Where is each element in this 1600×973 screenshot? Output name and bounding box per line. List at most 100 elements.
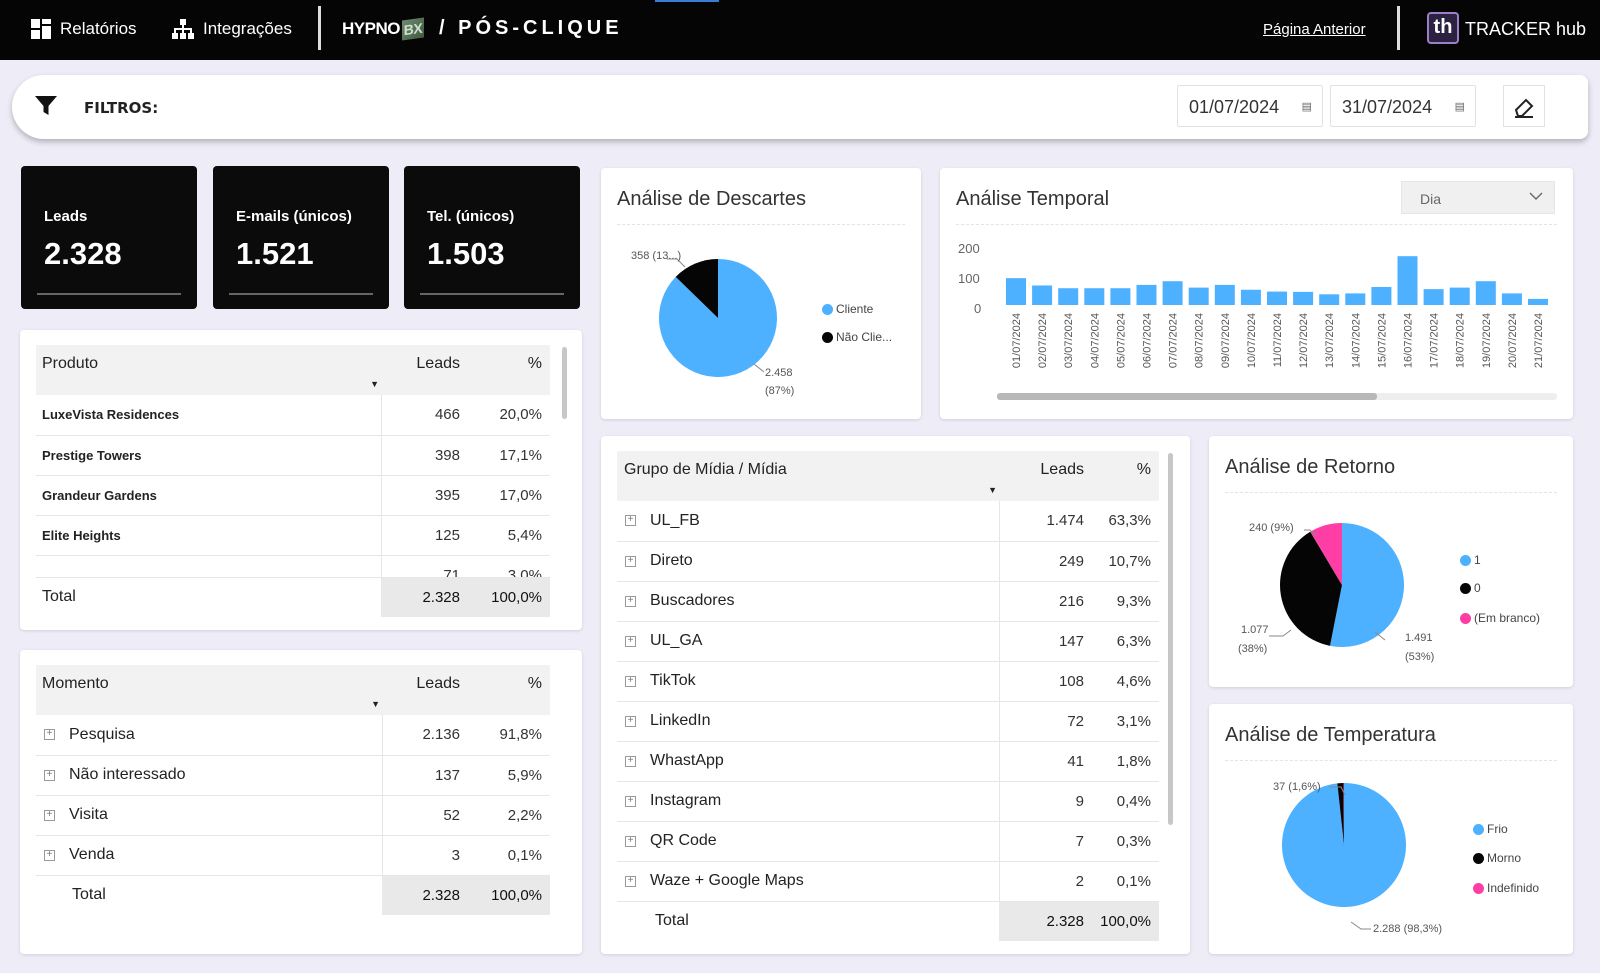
- bar[interactable]: [1188, 287, 1209, 305]
- table-row[interactable]: + Direto 249 10,7%: [617, 541, 1159, 582]
- expand-icon[interactable]: +: [625, 635, 636, 647]
- end-date-input[interactable]: 31/07/2024 ▤: [1330, 85, 1476, 127]
- expand-icon[interactable]: +: [44, 809, 55, 821]
- bar[interactable]: [1293, 291, 1314, 305]
- expand-icon[interactable]: +: [44, 769, 55, 781]
- expand-icon[interactable]: +: [625, 675, 636, 687]
- table-row[interactable]: + WhastApp 41 1,8%: [617, 741, 1159, 782]
- legend-item[interactable]: (Em branco): [1460, 611, 1540, 625]
- bar[interactable]: [1345, 293, 1366, 305]
- column-header-momento[interactable]: Momento ▼: [36, 665, 382, 715]
- table-row[interactable]: Grandeur Gardens 395 17,0%: [36, 475, 550, 516]
- table-row[interactable]: + Buscadores 216 9,3%: [617, 581, 1159, 622]
- column-header-pct[interactable]: %: [1092, 451, 1159, 501]
- column-header-pct[interactable]: %: [468, 345, 550, 395]
- pie-slice[interactable]: [1330, 523, 1404, 647]
- bar[interactable]: [1475, 281, 1496, 305]
- bar[interactable]: [1528, 298, 1548, 305]
- bar[interactable]: [1371, 287, 1392, 305]
- bar[interactable]: [1032, 285, 1053, 305]
- expand-icon[interactable]: +: [625, 555, 636, 567]
- column-header-produto[interactable]: Produto ▼: [36, 345, 381, 395]
- legend-item[interactable]: Morno: [1473, 851, 1521, 865]
- table-row[interactable]: + Visita 52 2,2%: [36, 795, 550, 836]
- row-leads: 72: [998, 701, 1092, 742]
- bar[interactable]: [1214, 284, 1235, 305]
- legend-item[interactable]: 0: [1460, 581, 1481, 595]
- sort-desc-icon[interactable]: ▼: [370, 379, 379, 389]
- expand-icon[interactable]: +: [625, 835, 636, 847]
- column-header-pct[interactable]: %: [468, 665, 550, 715]
- bar[interactable]: [1058, 288, 1079, 305]
- nav-reports-label: Relatórios: [60, 19, 137, 38]
- legend-item[interactable]: 1: [1460, 553, 1481, 567]
- column-header-leads[interactable]: Leads: [382, 665, 468, 715]
- expand-icon[interactable]: +: [625, 515, 636, 527]
- legend-item[interactable]: Cliente: [822, 302, 873, 316]
- expand-icon[interactable]: +: [625, 595, 636, 607]
- table-row[interactable]: + Pesquisa 2.136 91,8%: [36, 715, 550, 756]
- bar[interactable]: [1319, 294, 1340, 305]
- sort-desc-icon[interactable]: ▼: [371, 699, 380, 709]
- column-header-leads[interactable]: Leads: [999, 451, 1092, 501]
- table-row[interactable]: + Instagram 9 0,4%: [617, 781, 1159, 822]
- total-label: Total: [655, 912, 689, 930]
- vertical-scrollbar[interactable]: [562, 347, 567, 419]
- expand-icon[interactable]: +: [625, 795, 636, 807]
- pie-slice[interactable]: [675, 259, 718, 318]
- column-header-midia[interactable]: Grupo de Mídia / Mídia ▼: [617, 451, 999, 501]
- clear-filters-button[interactable]: [1503, 85, 1545, 127]
- table-row[interactable]: + QR Code 7 0,3%: [617, 821, 1159, 862]
- bar[interactable]: [1136, 284, 1157, 305]
- vertical-scrollbar[interactable]: [1168, 453, 1173, 825]
- bar[interactable]: [1006, 278, 1026, 305]
- table-row[interactable]: LuxeVista Residences 466 20,0%: [36, 395, 550, 436]
- expand-icon[interactable]: +: [625, 755, 636, 767]
- bar[interactable]: [1397, 256, 1418, 305]
- total-pct: 100,0%: [468, 875, 550, 915]
- nav-integrations[interactable]: Integrações: [171, 18, 292, 40]
- table-header-row: Grupo de Mídia / Mídia ▼ Leads %: [617, 451, 1159, 501]
- pie-slice[interactable]: [1343, 783, 1344, 845]
- nav-reports[interactable]: Relatórios: [30, 18, 137, 40]
- calendar-icon[interactable]: ▤: [1301, 101, 1312, 113]
- table-row[interactable]: + UL_FB 1.474 63,3%: [617, 501, 1159, 542]
- bar[interactable]: [1110, 288, 1131, 305]
- bar[interactable]: [1449, 287, 1470, 305]
- table-row[interactable]: + UL_GA 147 6,3%: [617, 621, 1159, 662]
- panel-title: Análise de Temperatura: [1225, 724, 1436, 746]
- bar[interactable]: [1267, 291, 1287, 305]
- legend-item[interactable]: Não Clie...: [822, 330, 892, 344]
- table-row[interactable]: + LinkedIn 72 3,1%: [617, 701, 1159, 742]
- expand-icon[interactable]: +: [625, 875, 636, 887]
- legend-dot: [1460, 612, 1471, 624]
- table-row[interactable]: Prestige Towers 398 17,1%: [36, 435, 550, 476]
- granularity-dropdown[interactable]: Dia: [1401, 181, 1555, 214]
- previous-page-link[interactable]: Página Anterior: [1263, 21, 1366, 38]
- calendar-icon[interactable]: ▤: [1454, 101, 1465, 113]
- table-row[interactable]: + Venda 3 0,1%: [36, 835, 550, 876]
- bar[interactable]: [1162, 281, 1183, 305]
- expand-icon[interactable]: +: [625, 715, 636, 727]
- sort-desc-icon[interactable]: ▼: [988, 485, 997, 495]
- legend-item[interactable]: Indefinido: [1473, 881, 1539, 895]
- pie-slice[interactable]: [1337, 783, 1344, 845]
- legend-item[interactable]: Frio: [1473, 822, 1508, 836]
- expand-icon[interactable]: +: [44, 849, 55, 861]
- table-row[interactable]: Elite Heights 125 5,4%: [36, 515, 550, 556]
- table-row[interactable]: + TikTok 108 4,6%: [617, 661, 1159, 702]
- tracker-hub-brand: TRACKER hub: [1465, 19, 1587, 39]
- pie-slice[interactable]: [1310, 523, 1342, 585]
- table-row[interactable]: + Não interessado 137 5,9%: [36, 755, 550, 796]
- pie-slice[interactable]: [1280, 531, 1342, 646]
- horizontal-scrollbar-thumb[interactable]: [997, 393, 1377, 400]
- table-row[interactable]: + Waze + Google Maps 2 0,1%: [617, 861, 1159, 902]
- bar[interactable]: [1084, 288, 1105, 305]
- table-row-partial[interactable]: 71 3,0%: [36, 555, 550, 578]
- bar[interactable]: [1240, 289, 1261, 305]
- column-header-leads[interactable]: Leads: [381, 345, 468, 395]
- expand-icon[interactable]: +: [44, 729, 55, 741]
- start-date-input[interactable]: 01/07/2024 ▤: [1177, 85, 1323, 127]
- bar[interactable]: [1423, 289, 1444, 305]
- bar[interactable]: [1501, 293, 1522, 305]
